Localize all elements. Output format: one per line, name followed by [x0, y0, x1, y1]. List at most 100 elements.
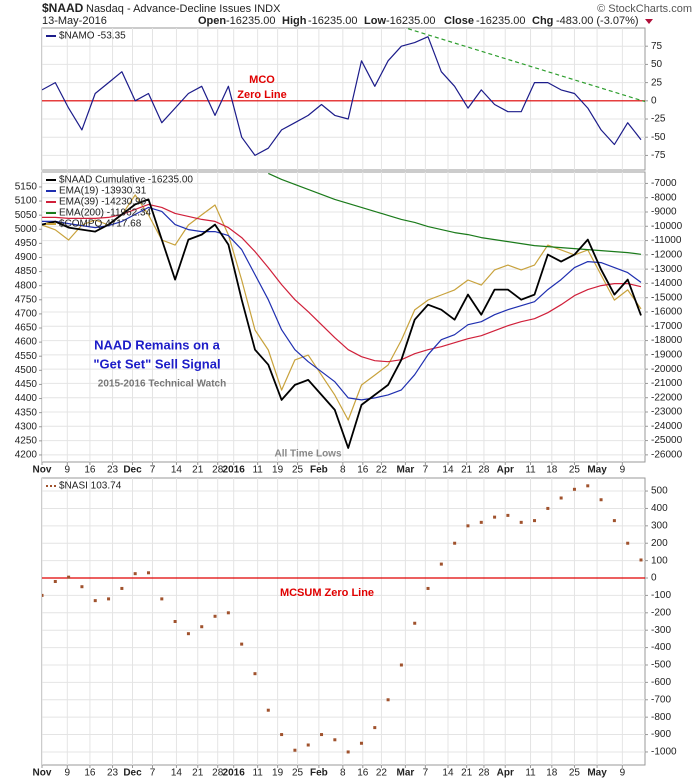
x-tick-label: 23 — [107, 768, 119, 779]
series-dot — [333, 738, 337, 742]
x-tick-label: 16 — [84, 768, 96, 779]
series-dot — [306, 743, 310, 747]
legend-label: $NAMO -53.35 — [59, 31, 126, 42]
x-tick-label: May — [587, 465, 607, 476]
y2-tick-label: 4700 — [15, 309, 38, 320]
trend-line — [407, 28, 646, 103]
y2-tick-label: 4900 — [15, 252, 38, 263]
legend-label: $NASI 103.74 — [59, 481, 122, 492]
series-dot — [626, 541, 630, 545]
y2-tick-label: 4850 — [15, 266, 38, 277]
series-dot — [107, 597, 111, 601]
annotation: 2015-2016 Technical Watch — [98, 379, 226, 390]
y2-tick-label: 4650 — [15, 323, 38, 334]
y-tick-label: 50 — [651, 59, 663, 70]
series-line — [42, 206, 642, 401]
series-line — [42, 198, 642, 449]
series-dot — [67, 575, 71, 579]
series-dot — [346, 750, 350, 754]
x-tick-label: 9 — [620, 465, 626, 476]
series-dot — [293, 748, 297, 752]
y-tick-label: -400 — [651, 642, 671, 653]
series-dot — [572, 487, 576, 491]
annotation: NAAD Remains on a — [94, 337, 220, 352]
plot — [42, 28, 645, 170]
quote-value: -16235.00 — [476, 15, 526, 27]
credit: © StockCharts.com — [597, 3, 692, 15]
y-tick-label: -50 — [651, 132, 666, 143]
quote-label: Low — [364, 15, 386, 27]
x-tick-label: 21 — [461, 465, 473, 476]
x-tick-label: Dec — [123, 465, 142, 476]
x-tick-label: 21 — [192, 465, 204, 476]
series-line — [42, 203, 642, 363]
y-tick-label: -75 — [651, 150, 666, 161]
quote-label: Open — [198, 15, 226, 27]
series-dot — [146, 571, 150, 575]
series-dot — [120, 586, 124, 590]
x-tick-label: 25 — [292, 768, 304, 779]
series-dot — [479, 520, 483, 524]
series-dot — [373, 726, 377, 730]
series-dot — [612, 519, 616, 523]
y2-tick-label: 4250 — [15, 435, 38, 446]
series-dot — [639, 558, 643, 562]
x-tick-label: 19 — [272, 465, 284, 476]
y-tick-label: -17000 — [651, 321, 683, 332]
description: Nasdaq - Advance-Decline Issues INDX — [86, 3, 281, 15]
y-tick-label: -200 — [651, 607, 671, 618]
series-line — [42, 36, 642, 156]
y2-tick-label: 4800 — [15, 280, 38, 291]
y-tick-label: 100 — [651, 555, 668, 566]
x-tick-label: May — [587, 768, 607, 779]
plot — [42, 478, 645, 765]
y2-tick-label: 4200 — [15, 450, 38, 461]
legend-label: $COMPQ 4717.68 — [59, 219, 142, 230]
series-dot — [506, 513, 510, 517]
x-tick-label: 9 — [65, 768, 71, 779]
series-dot — [426, 586, 430, 590]
series-dot — [453, 541, 457, 545]
y2-tick-label: 4950 — [15, 238, 38, 249]
y-tick-label: -16000 — [651, 307, 683, 318]
y-tick-label: 200 — [651, 538, 668, 549]
y-tick-label: -25 — [651, 114, 666, 125]
y-tick-label: -1000 — [651, 747, 677, 758]
series-line — [42, 194, 642, 421]
x-tick-label: 14 — [171, 768, 183, 779]
x-tick-label: 8 — [340, 465, 346, 476]
x-tick-label: Mar — [396, 768, 414, 779]
x-tick-label: Feb — [310, 465, 328, 476]
quote-value: -16235.00 — [226, 15, 276, 27]
y-tick-label: -900 — [651, 729, 671, 740]
series-dot — [439, 562, 443, 566]
x-tick-label: 22 — [376, 465, 388, 476]
quote-label: Close — [444, 15, 474, 27]
x-tick-label: 25 — [292, 465, 304, 476]
y-tick-label: -7000 — [651, 178, 677, 189]
x-tick-label: 16 — [84, 465, 96, 476]
series-dot — [519, 520, 523, 524]
x-tick-label: 7 — [150, 768, 156, 779]
x-tick-label: 14 — [442, 768, 454, 779]
quote-value: -16235.00 — [386, 15, 436, 27]
x-tick-label: 16 — [357, 465, 369, 476]
x-tick-label: 28 — [212, 768, 224, 779]
x-tick-label: Dec — [123, 768, 142, 779]
y-tick-label: -700 — [651, 694, 671, 705]
x-tick-label: 11 — [252, 768, 263, 779]
y2-tick-label: 5150 — [15, 182, 38, 193]
y2-tick-label: 4350 — [15, 407, 38, 418]
y-tick-label: 75 — [651, 41, 663, 52]
x-tick-label: 28 — [212, 465, 224, 476]
x-tick-label: 7 — [423, 465, 429, 476]
y-tick-label: -18000 — [651, 335, 683, 346]
y-tick-label: 300 — [651, 520, 668, 531]
y-tick-label: -8000 — [651, 192, 677, 203]
y2-tick-label: 4300 — [15, 421, 38, 432]
quote-label: High — [282, 15, 307, 27]
plot — [42, 172, 645, 462]
x-tick-label: 21 — [192, 768, 204, 779]
series-dot — [53, 579, 57, 583]
